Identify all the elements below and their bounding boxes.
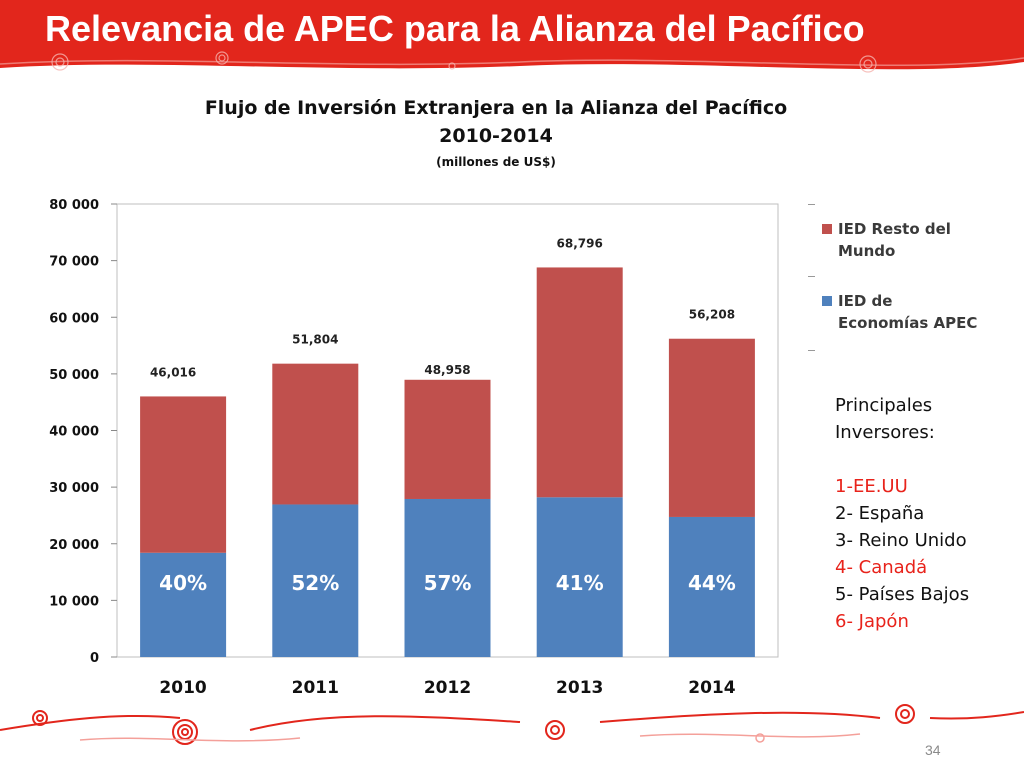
bar-percent-label: 41% [556, 571, 604, 595]
page-number: 34 [925, 742, 941, 758]
investors-panel: Principales Inversores: 1-EE.UU 2- España… [835, 392, 969, 635]
footer-swirl-decoration [0, 704, 1024, 745]
bar-total-label: 51,804 [292, 333, 338, 347]
bar-total-label: 56,208 [689, 308, 735, 322]
investor-item: 6- Japón [835, 611, 909, 632]
y-tick-label: 80 000 [49, 198, 99, 213]
investor-item: 3- Reino Unido [835, 530, 967, 551]
bar-percent-label: 52% [291, 571, 339, 595]
swirl-icon [0, 704, 1024, 745]
chart-subtitle: (millones de US$) [436, 155, 556, 169]
bar-total-label: 46,016 [150, 365, 196, 379]
legend-divider [808, 204, 815, 205]
investors-heading-line2: Inversores: [835, 422, 935, 443]
y-tick-label: 0 [90, 651, 99, 666]
legend-label-apec-line1: IED de [838, 292, 893, 310]
chart-legend: IED Resto del Mundo IED de Economías APE… [808, 196, 978, 354]
bar-resto-2012 [404, 379, 491, 499]
bar-resto-2013 [536, 267, 623, 498]
slide-title: Relevancia de APEC para la Alianza del P… [45, 8, 865, 49]
bar-resto-2010 [140, 396, 227, 553]
y-tick-label: 20 000 [49, 538, 99, 553]
bar-total-label: 48,958 [424, 363, 470, 377]
investors-heading-line1: Principales [835, 395, 933, 416]
bar-apec-2011 [272, 504, 359, 657]
y-tick-label: 30 000 [49, 481, 99, 496]
bar-total-label: 68,796 [557, 236, 603, 250]
investor-item: 1-EE.UU [835, 476, 908, 497]
investor-item: 4- Canadá [835, 557, 928, 578]
investor-item: 5- Países Bajos [835, 584, 970, 605]
y-tick-label: 10 000 [49, 594, 99, 609]
x-tick-label: 2013 [556, 678, 603, 698]
bar-apec-2010 [140, 552, 227, 657]
chart-title-line2: 2010-2014 [439, 125, 553, 147]
banner-swirl-icon [51, 51, 877, 73]
x-tick-label: 2011 [292, 678, 339, 698]
bar-resto-2014 [668, 338, 755, 517]
investor-item: 2- España [835, 503, 925, 524]
chart-title-line1: Flujo de Inversión Extranjera en la Alia… [204, 97, 788, 119]
banner-shape [0, 0, 1024, 73]
x-tick-label: 2010 [159, 678, 206, 698]
bar-percent-label: 40% [159, 571, 207, 595]
legend-swatch-apec [822, 296, 832, 306]
x-tick-label: 2014 [688, 678, 735, 698]
x-tick-label: 2012 [424, 678, 471, 698]
title-banner: Relevancia de APEC para la Alianza del P… [0, 0, 1024, 80]
legend-label-resto-line2: Mundo [838, 242, 896, 260]
bar-percent-label: 44% [688, 571, 736, 595]
y-tick-label: 70 000 [49, 255, 99, 270]
legend-label-apec-line2: Economías APEC [838, 314, 978, 332]
bar-resto-2011 [272, 363, 359, 505]
y-tick-label: 40 000 [49, 425, 99, 440]
y-tick-label: 50 000 [49, 368, 99, 383]
legend-divider [808, 276, 815, 277]
bar-percent-label: 57% [424, 571, 472, 595]
legend-label-resto-line1: IED Resto del [838, 220, 951, 238]
bar-apec-2013 [536, 497, 623, 657]
investors-list: 1-EE.UU 2- España 3- Reino Unido 4- Canadá 5… [835, 473, 969, 635]
legend-divider [808, 350, 815, 351]
bar-apec-2012 [404, 498, 491, 657]
y-tick-label: 60 000 [49, 311, 99, 326]
legend-swatch-resto [822, 224, 832, 234]
chart-title: Flujo de Inversión Extranjera en la Alia… [150, 94, 842, 150]
bar-apec-2014 [668, 516, 755, 657]
